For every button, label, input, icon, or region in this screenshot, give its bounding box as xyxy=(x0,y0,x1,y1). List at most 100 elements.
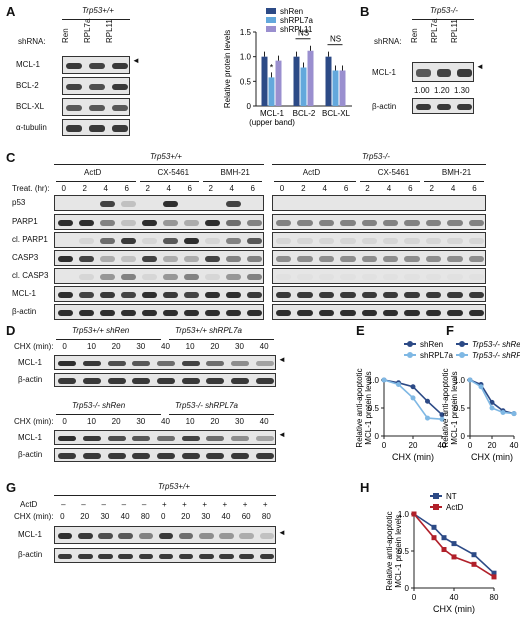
time-label: 4 xyxy=(229,184,234,193)
band xyxy=(57,309,74,317)
band xyxy=(457,103,473,111)
data-point xyxy=(411,511,417,517)
actd-label: ActD xyxy=(20,500,38,509)
blot-row xyxy=(54,195,264,211)
drug-label: BMH-21 xyxy=(441,168,472,177)
genotype-label: Trp53-/- xyxy=(430,6,458,15)
lane-label: RPL11 xyxy=(105,19,114,43)
x-tick-label: 20 xyxy=(409,441,418,450)
blot-row xyxy=(412,62,474,82)
band xyxy=(425,309,442,317)
time-label: 0 xyxy=(279,184,285,193)
significance-label: NS xyxy=(330,35,341,44)
blot-row xyxy=(272,268,486,284)
band xyxy=(468,291,484,299)
band xyxy=(181,453,200,459)
band xyxy=(275,219,292,227)
data-point xyxy=(439,412,445,418)
x-tick-label: 40 xyxy=(438,441,447,450)
time-label: 20 xyxy=(111,417,121,426)
band xyxy=(239,532,254,540)
blot-row xyxy=(54,268,264,284)
bar xyxy=(293,56,300,106)
y-axis-label: Relative anti-apoptotic xyxy=(355,368,364,447)
actd-value: – xyxy=(61,500,66,509)
band xyxy=(318,273,335,281)
band xyxy=(118,553,133,560)
band xyxy=(99,219,116,227)
time-label: 10 xyxy=(87,417,96,426)
band xyxy=(141,273,158,281)
data-point xyxy=(381,377,387,383)
band xyxy=(107,378,126,384)
legend-label: shRPL7a xyxy=(280,16,313,25)
band xyxy=(120,200,137,208)
lane-label: Ren xyxy=(410,28,419,43)
time-label: 30 xyxy=(136,417,146,426)
blot-row xyxy=(54,430,276,445)
time-label: 40 xyxy=(161,342,170,351)
y-tick-label: 0 xyxy=(247,102,252,111)
condition-label: Trp53-/- shRen xyxy=(72,401,126,410)
time-label: 20 xyxy=(111,342,121,351)
legend-label: NT xyxy=(446,492,457,501)
legend-swatch xyxy=(266,8,276,14)
data-point xyxy=(500,409,506,415)
band xyxy=(297,237,313,245)
row-label: β-actin xyxy=(18,550,43,559)
data-point xyxy=(511,411,517,417)
row-label: MCL-1 xyxy=(12,289,37,298)
actd-value: + xyxy=(222,500,228,509)
band xyxy=(118,532,133,540)
band xyxy=(66,104,83,112)
band xyxy=(318,291,335,299)
quant-label: 1.00 xyxy=(414,86,430,95)
row-label: CASP3 xyxy=(12,253,39,262)
blot-row xyxy=(54,526,276,544)
band xyxy=(468,309,484,317)
band xyxy=(404,219,420,227)
band xyxy=(297,309,313,317)
legend-marker xyxy=(433,493,439,499)
band xyxy=(111,62,128,70)
band xyxy=(297,291,313,299)
condition-underline xyxy=(169,339,274,340)
time-label: 2 xyxy=(82,184,87,193)
genotype-underline xyxy=(412,19,474,20)
band xyxy=(141,237,158,245)
band xyxy=(404,255,420,263)
bar xyxy=(332,70,339,106)
time-label: 2 xyxy=(301,184,306,193)
data-point xyxy=(441,547,447,553)
band xyxy=(162,237,179,245)
drug-label: BMH-21 xyxy=(220,168,250,177)
band xyxy=(297,255,313,263)
band xyxy=(141,255,158,263)
band xyxy=(219,532,234,540)
data-point xyxy=(491,570,497,576)
band xyxy=(246,273,263,281)
line-chart-e: shRen shRPL7a 0 0.5 1.0 0 20 40 CHX (min) Relativ… xyxy=(355,340,453,462)
time-label: 4 xyxy=(103,184,108,193)
band xyxy=(111,83,128,91)
band xyxy=(361,291,377,299)
data-point xyxy=(425,415,430,421)
y-tick-label: 0 xyxy=(405,584,410,593)
y-axis-label: Relative protein levels xyxy=(223,30,232,108)
time-label: 0 xyxy=(62,417,67,426)
chx-value: 20 xyxy=(181,512,191,521)
blot-row xyxy=(54,214,264,230)
band xyxy=(178,553,194,560)
actd-value: + xyxy=(202,500,208,509)
band xyxy=(99,237,116,245)
panel-label-f: F xyxy=(446,323,454,338)
data-point xyxy=(425,398,430,404)
band xyxy=(447,237,463,245)
lane-label: RPL7a xyxy=(83,18,92,43)
x-tick-label: MCL-1 xyxy=(260,109,285,118)
y-tick-label: 1.0 xyxy=(240,53,252,62)
band xyxy=(259,553,275,560)
band xyxy=(231,378,249,384)
band xyxy=(141,309,158,317)
